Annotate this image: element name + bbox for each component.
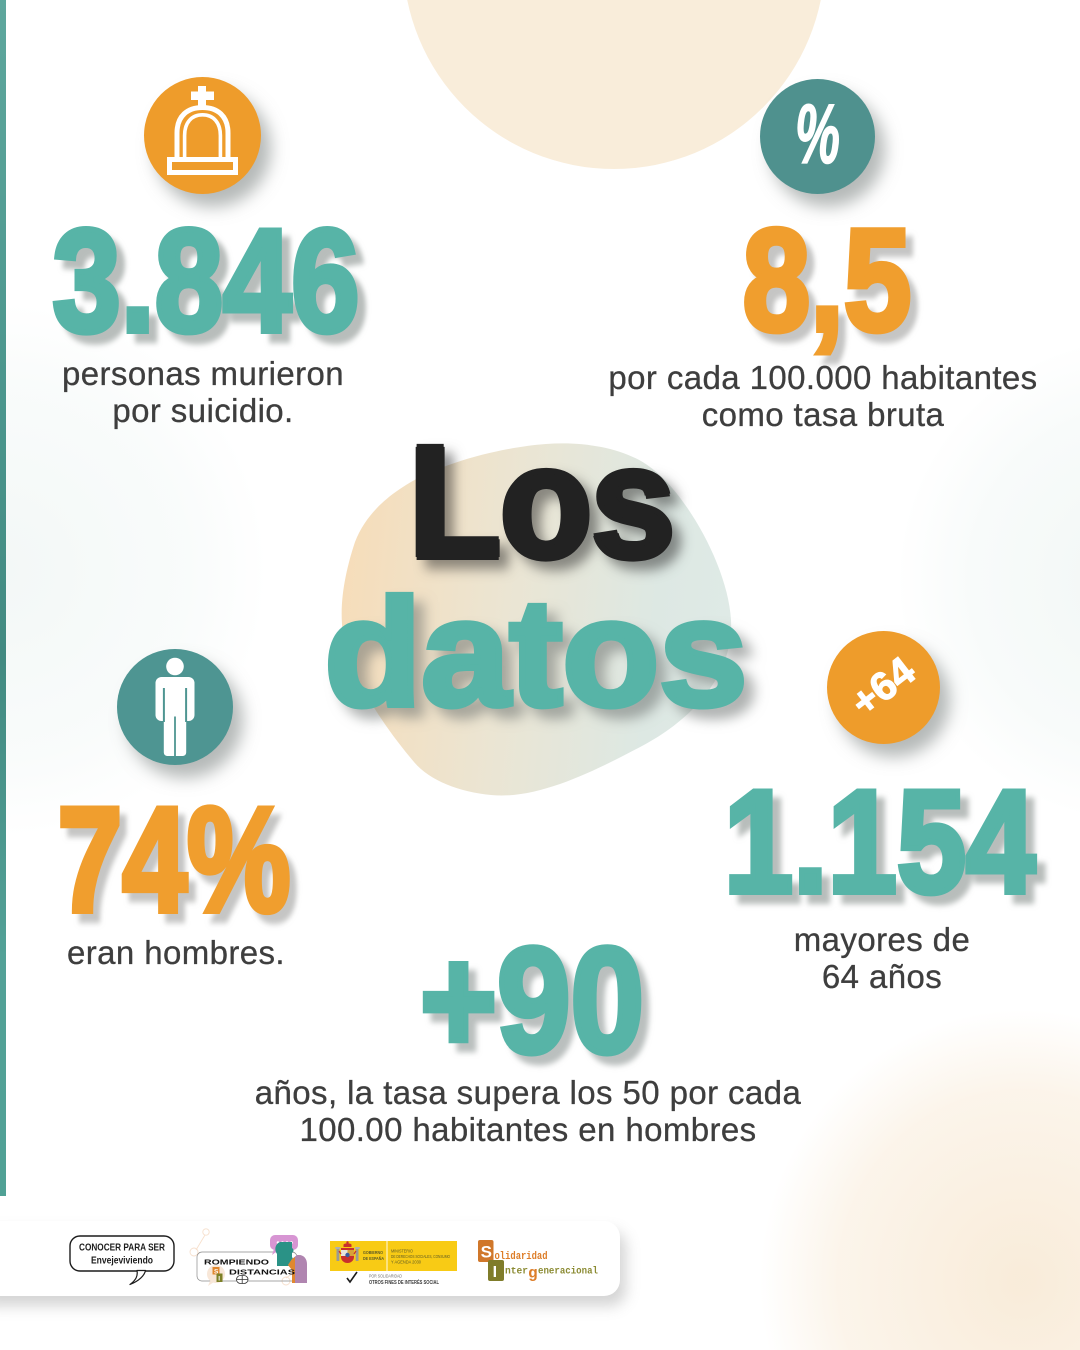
svg-text:g: g [528, 1265, 538, 1283]
svg-text:S: S [214, 1269, 219, 1276]
svg-text:OTROS FINES DE INTERÉS SOCIAL: OTROS FINES DE INTERÉS SOCIAL [369, 1278, 440, 1286]
svg-text:GOBIERNO: GOBIERNO [363, 1250, 383, 1255]
svg-text:ROMPIENDO: ROMPIENDO [204, 1258, 269, 1267]
svg-text:I: I [218, 1276, 220, 1283]
svg-text:DE ESPAÑA: DE ESPAÑA [363, 1256, 385, 1261]
svg-text:Y AGENDA 2030: Y AGENDA 2030 [391, 1260, 422, 1265]
svg-text:MINISTERIO: MINISTERIO [391, 1249, 414, 1254]
svg-text:nter: nter [505, 1266, 528, 1278]
svg-text:eneracional: eneracional [538, 1266, 598, 1278]
svg-text:CONOCER PARA SER: CONOCER PARA SER [79, 1243, 166, 1254]
svg-text:S: S [481, 1243, 492, 1262]
svg-text:Envejeviviendo: Envejeviviendo [91, 1256, 153, 1267]
svg-text:olidaridad: olidaridad [495, 1251, 548, 1263]
svg-text:I: I [493, 1264, 497, 1281]
svg-text:DISTANCIAS: DISTANCIAS [229, 1268, 295, 1277]
svg-text:POR SOLIDARIDAD: POR SOLIDARIDAD [369, 1274, 402, 1280]
svg-text:DE DERECHOS SOCIALES, CONSUMO: DE DERECHOS SOCIALES, CONSUMO [391, 1254, 450, 1259]
